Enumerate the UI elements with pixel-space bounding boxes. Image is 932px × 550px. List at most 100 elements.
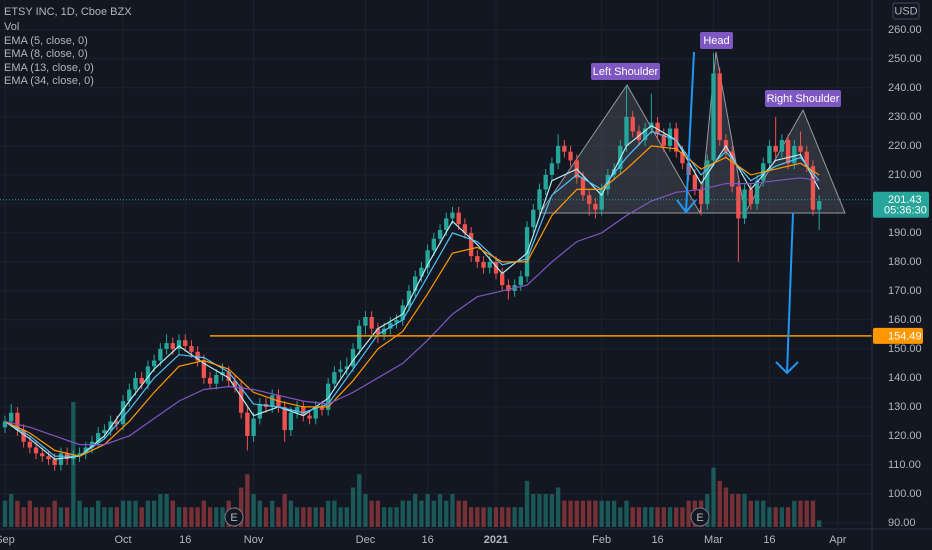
x-tick-label: Sep <box>0 534 15 546</box>
volume-bar <box>512 507 517 527</box>
volume-bar <box>40 507 45 527</box>
volume-bar <box>400 500 405 527</box>
candle-body <box>394 319 399 323</box>
volume-bar <box>779 507 785 527</box>
axes: 90.00 100.00 110.00 120.00 130.00 140.00 150.0… <box>0 24 929 546</box>
candle-body <box>151 360 157 367</box>
y-tick-label: 100.00 <box>888 488 922 500</box>
volume-bar <box>568 500 573 527</box>
candle-body <box>624 116 629 146</box>
candle-body <box>164 343 169 349</box>
volume-bar <box>413 494 418 527</box>
volume-bar <box>599 500 604 527</box>
volume-bar <box>475 507 480 527</box>
y-tick-label: 160.00 <box>888 314 922 326</box>
volume-bar <box>245 474 250 527</box>
candle-body <box>487 261 492 268</box>
volume-bar <box>77 500 82 527</box>
volume-bar <box>83 507 88 527</box>
volume-bar <box>46 507 51 527</box>
volume-bar <box>201 500 207 527</box>
candle-body <box>145 366 151 384</box>
volume-bar <box>145 500 151 527</box>
volume-bar <box>89 507 95 527</box>
y-tick-label: 240.00 <box>888 82 922 94</box>
candle-body <box>313 406 318 419</box>
volume-bar <box>531 494 536 527</box>
candle-body <box>568 151 573 161</box>
volume-bar <box>176 507 182 527</box>
candle-body <box>531 209 536 228</box>
candle-body <box>462 224 468 233</box>
volume-bar <box>114 507 120 527</box>
candle-body <box>288 412 294 431</box>
volume-bar <box>555 487 561 527</box>
volume-bar <box>307 507 312 527</box>
candle-body <box>468 232 474 257</box>
candle-body <box>270 395 275 407</box>
candle-body <box>481 261 486 268</box>
candle-body <box>257 404 262 419</box>
candle-body <box>226 372 231 381</box>
candle-body <box>183 340 188 347</box>
candle-body <box>139 377 144 384</box>
volume-bar <box>381 507 387 527</box>
y-tick-label: 190.00 <box>888 227 922 239</box>
volume-bar <box>742 494 747 527</box>
candle-body <box>742 189 747 219</box>
volume-bar <box>649 507 654 527</box>
volume-bar <box>15 500 20 527</box>
x-tick-label: Apr <box>829 534 846 546</box>
candle-body <box>767 145 772 164</box>
volume-bar <box>363 494 368 527</box>
volume-bar <box>388 507 393 527</box>
candle-body <box>2 421 8 428</box>
x-tick-label: Dec <box>356 534 376 546</box>
legend: ETSY INC, 1D, Cboe BZX Vol EMA (5, close… <box>4 6 132 87</box>
candle-body <box>332 372 337 384</box>
volume-bar <box>263 507 269 527</box>
volume-bar <box>736 494 741 527</box>
volume-bar <box>313 507 318 527</box>
volume-bar <box>270 500 275 527</box>
volume-label: Vol <box>4 21 19 33</box>
candle-body <box>108 421 113 431</box>
candle-body <box>176 340 182 349</box>
annotation: Left Shoulder <box>593 66 659 78</box>
legend-entry: EMA (13, close, 0) <box>4 62 94 74</box>
volume-bar <box>96 500 101 527</box>
ema-line <box>4 177 820 446</box>
candle-body <box>77 453 82 457</box>
candle-body <box>431 238 436 251</box>
pattern-labels: Left Shoulder Head Right Shoulder <box>591 32 841 107</box>
candle-body <box>120 401 126 425</box>
volume-bar <box>593 500 598 527</box>
earnings-circle <box>690 507 710 527</box>
candle-body <box>127 389 132 402</box>
volume-bar <box>624 500 629 527</box>
candle-body <box>307 415 312 419</box>
annotation: Right Shoulder <box>767 93 840 105</box>
label-box <box>700 32 733 49</box>
volume-bar <box>64 507 70 527</box>
y-tick-label: 120.00 <box>888 430 922 442</box>
candle-body <box>207 377 213 384</box>
candle-body <box>133 377 138 390</box>
arrow <box>685 51 695 213</box>
candle-body <box>27 441 33 448</box>
candle-body <box>195 351 200 361</box>
volume-bar <box>288 500 294 527</box>
volume-bar <box>338 507 343 527</box>
candle-body <box>580 177 586 196</box>
volume-bar <box>537 494 542 527</box>
candle-body <box>493 261 499 274</box>
candle-body <box>705 160 710 204</box>
volume-bar <box>723 487 729 527</box>
label-box <box>591 63 660 80</box>
candle-body <box>444 218 449 231</box>
volume-bar <box>661 507 666 527</box>
volume-bar <box>574 500 579 527</box>
volume-bar <box>562 500 567 527</box>
candle-body <box>40 453 45 457</box>
volume-bar <box>276 507 281 527</box>
